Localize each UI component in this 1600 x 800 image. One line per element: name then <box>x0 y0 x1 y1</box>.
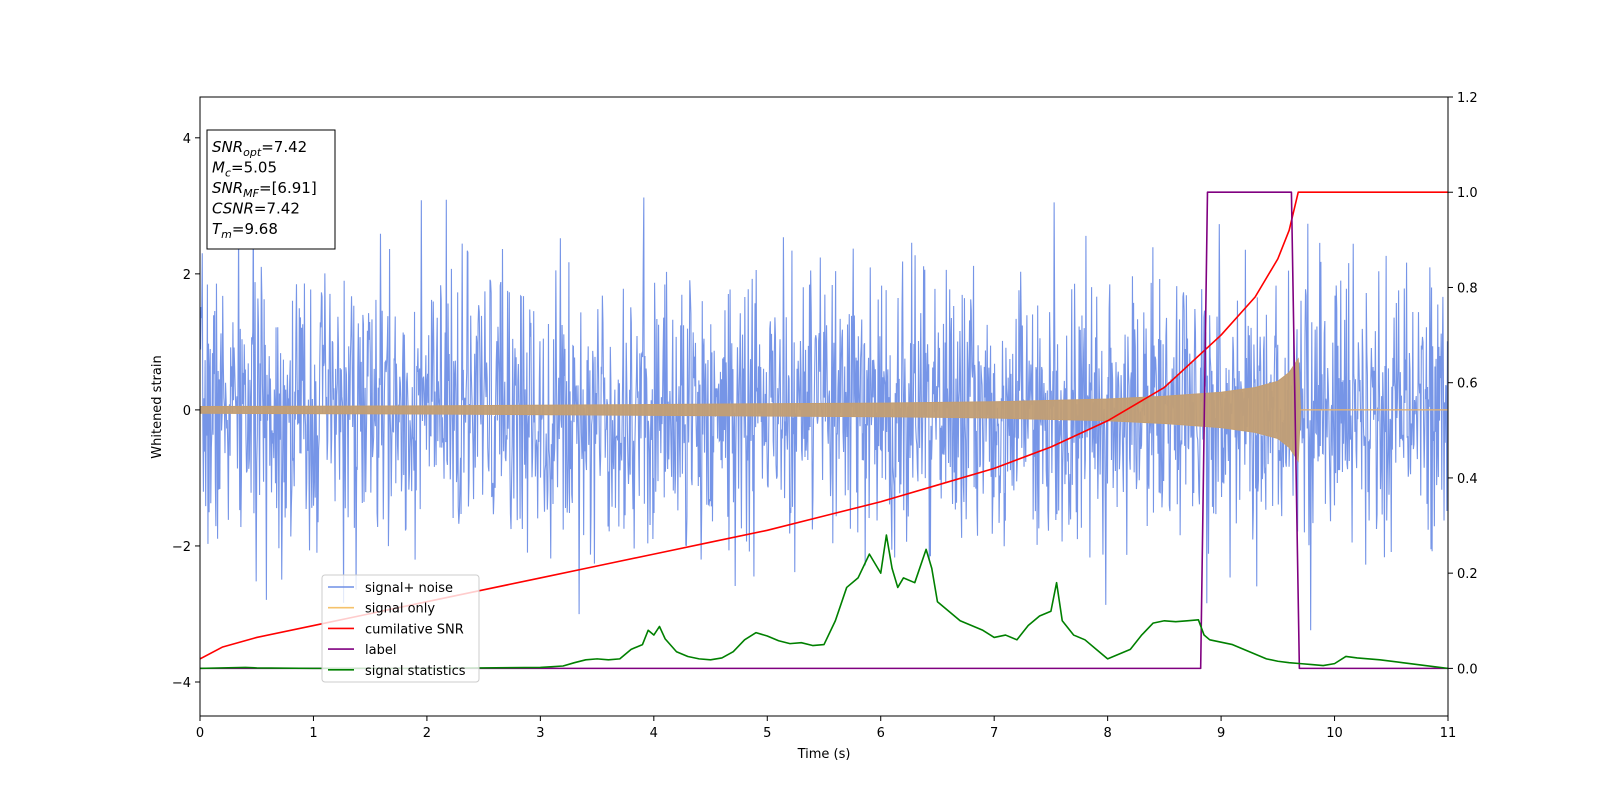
x-tick-label: 4 <box>650 726 658 741</box>
legend-label: signal+ noise <box>365 581 453 596</box>
x-tick-label: 2 <box>423 726 431 741</box>
info-line-subscript: opt <box>243 146 262 159</box>
x-tick-label: 11 <box>1440 726 1457 741</box>
info-line-name: SNR <box>212 179 243 197</box>
info-line-value: =7.42 <box>254 200 300 218</box>
y2-tick-label: 1.2 <box>1457 91 1478 106</box>
y2-tick-label: 0.2 <box>1457 567 1478 582</box>
legend-frame <box>321 574 480 683</box>
x-tick-label: 3 <box>536 726 544 741</box>
legend-label: signal statistics <box>365 664 466 679</box>
info-line: Mc=5.05 <box>212 159 277 180</box>
legend: signal+ noise signal only cumilative SNR la… <box>321 574 480 683</box>
x-tick-label: 1 <box>309 726 317 741</box>
info-line: CSNR=7.42 <box>212 200 300 218</box>
info-line-value: =7.42 <box>261 138 307 156</box>
y-axis-left: 4 2 0 −2 −4 <box>172 132 200 691</box>
y-tick-label: 2 <box>183 268 191 283</box>
x-tick-label: 10 <box>1326 726 1343 741</box>
y2-tick-label: 0.8 <box>1457 281 1478 296</box>
y-tick-label: −2 <box>172 540 191 555</box>
legend-label: label <box>365 643 396 658</box>
series-signal-noise <box>200 197 1448 631</box>
series-label <box>200 191 1448 670</box>
x-tick-label: 0 <box>196 726 204 741</box>
info-line-name: CSNR <box>212 200 254 218</box>
info-line-value: =5.05 <box>231 159 277 177</box>
y2-tick-label: 0.4 <box>1457 472 1478 487</box>
y-tick-label: 0 <box>183 404 191 419</box>
info-line-name: T <box>212 220 223 238</box>
info-line-subscript: m <box>221 228 232 241</box>
y2-tick-label: 1.0 <box>1457 186 1478 201</box>
info-line: Tm=9.68 <box>212 220 278 241</box>
y-tick-label: 4 <box>183 132 191 147</box>
x-axis: 0 1 2 3 4 5 6 7 8 9 10 11 <box>196 716 1456 741</box>
x-axis-label: Time (s) <box>797 747 851 762</box>
x-tick-label: 7 <box>990 726 998 741</box>
info-line-subscript: MF <box>243 187 259 200</box>
info-box: SNRopt=7.42Mc=5.05SNRMF=[6.91]CSNR=7.42T… <box>206 129 336 250</box>
x-tick-label: 5 <box>763 726 771 741</box>
info-line-value: =[6.91] <box>259 179 317 197</box>
series-signal-statistics <box>200 534 1448 670</box>
info-line-name: M <box>212 159 225 177</box>
x-tick-label: 8 <box>1103 726 1111 741</box>
x-tick-label: 9 <box>1217 726 1225 741</box>
info-line-value: =9.68 <box>232 220 278 238</box>
info-line-subscript: c <box>225 167 231 180</box>
x-tick-label: 6 <box>877 726 885 741</box>
y-axis-right: 1.2 1.0 0.8 0.6 0.4 0.2 0.0 <box>1448 91 1478 677</box>
plot-frame <box>199 96 1449 717</box>
series-layer <box>200 191 1448 670</box>
y2-tick-label: 0.6 <box>1457 377 1478 392</box>
info-line: SNRopt=7.42 <box>212 138 307 159</box>
legend-label: cumilative SNR <box>365 622 464 637</box>
legend-label: signal only <box>365 602 435 617</box>
y-tick-label: −4 <box>172 676 191 691</box>
y2-tick-label: 0.0 <box>1457 662 1478 677</box>
info-line: SNRMF=[6.91] <box>212 179 317 200</box>
info-line-name: SNR <box>212 138 243 156</box>
y-axis-label: Whitened strain <box>150 355 165 458</box>
info-box-frame <box>206 129 336 250</box>
